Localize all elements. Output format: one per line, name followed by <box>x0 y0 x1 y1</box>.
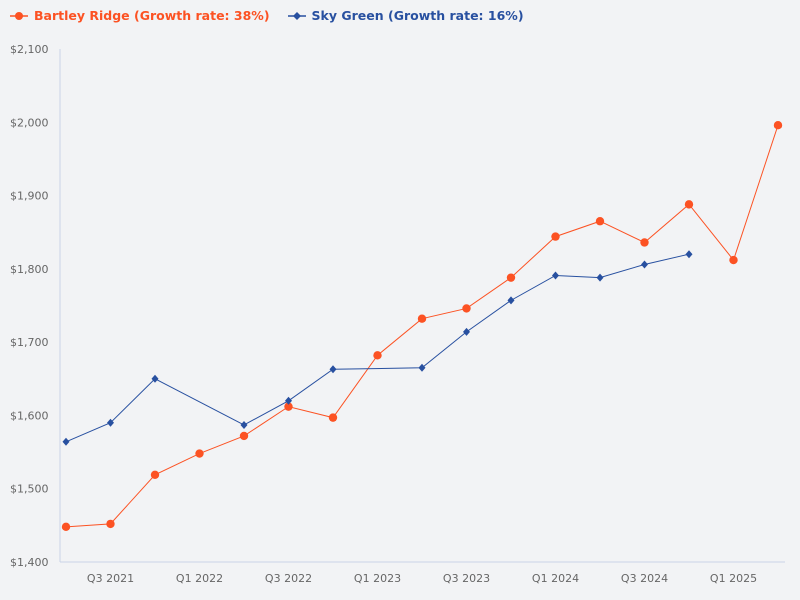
legend-label: Sky Green (Growth rate: 16%) <box>311 8 524 23</box>
y-tick-label: $1,900 <box>10 190 49 203</box>
data-point <box>150 470 160 479</box>
x-tick-label: Q3 2024 <box>621 572 668 585</box>
data-point <box>418 363 426 372</box>
data-point <box>373 351 382 360</box>
legend-item-sky-green[interactable]: Sky Green (Growth rate: 16%) <box>287 8 524 23</box>
series-line-0 <box>65 125 779 528</box>
data-point <box>240 420 248 429</box>
data-point <box>62 437 70 446</box>
legend: Bartley Ridge (Growth rate: 38%) Sky Gre… <box>10 8 524 23</box>
data-point <box>417 314 427 323</box>
data-point <box>507 296 515 305</box>
data-point <box>596 273 604 282</box>
data-point <box>285 396 292 405</box>
data-point <box>107 418 114 427</box>
data-point <box>595 217 605 226</box>
x-tick-label: Q3 2023 <box>443 572 490 585</box>
data-point <box>463 327 470 336</box>
series-line-1 <box>65 253 690 443</box>
y-tick-label: $1,400 <box>10 556 49 569</box>
x-tick-label: Q1 2022 <box>176 572 223 585</box>
data-point <box>551 232 560 241</box>
y-tick-label: $1,600 <box>10 409 49 422</box>
y-tick-label: $2,100 <box>10 43 49 56</box>
data-point <box>284 402 293 411</box>
data-point <box>506 273 516 282</box>
data-point <box>106 519 115 529</box>
data-point <box>552 271 559 280</box>
x-tick-label: Q3 2021 <box>87 572 134 585</box>
data-point <box>239 431 249 441</box>
circle-marker-icon <box>10 11 28 20</box>
x-tick-label: Q1 2025 <box>710 572 757 585</box>
x-tick-label: Q3 2022 <box>265 572 312 585</box>
data-point <box>151 374 159 383</box>
data-point <box>640 238 649 247</box>
y-tick-label: $1,500 <box>10 483 49 496</box>
data-point <box>684 200 694 209</box>
y-tick-label: $1,700 <box>10 336 49 349</box>
data-point <box>462 304 471 313</box>
data-point <box>329 365 337 374</box>
x-tick-label: Q1 2023 <box>354 572 401 585</box>
legend-label: Bartley Ridge (Growth rate: 38%) <box>34 8 270 23</box>
data-point <box>773 121 783 130</box>
data-point <box>195 449 204 458</box>
diamond-marker-icon <box>287 11 306 20</box>
data-point <box>729 255 738 265</box>
y-tick-label: $1,800 <box>10 263 49 276</box>
data-point <box>61 522 71 532</box>
legend-item-bartley-ridge[interactable]: Bartley Ridge (Growth rate: 38%) <box>10 8 270 23</box>
data-point <box>328 413 338 422</box>
y-tick-label: $2,000 <box>10 116 49 129</box>
data-point <box>685 250 693 259</box>
x-tick-label: Q1 2024 <box>532 572 579 585</box>
data-point <box>641 260 648 269</box>
